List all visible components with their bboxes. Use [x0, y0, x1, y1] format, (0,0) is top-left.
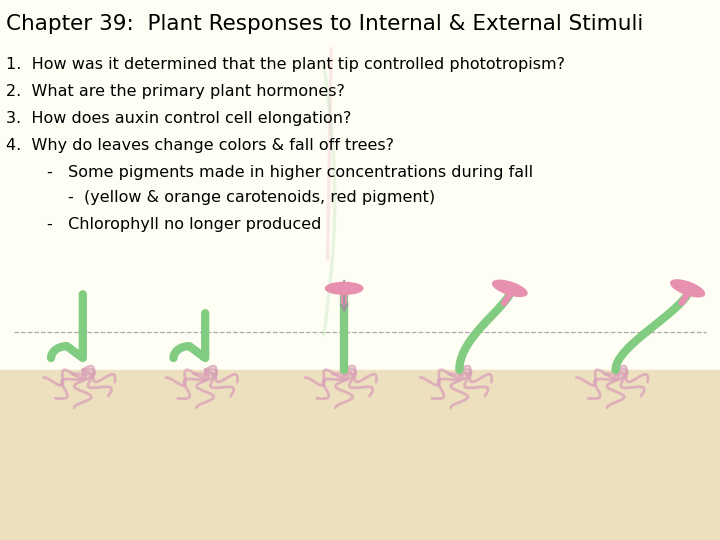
Text: 2.  What are the primary plant hormones?: 2. What are the primary plant hormones? — [6, 84, 345, 99]
Text: 1.  How was it determined that the plant tip controlled phototropism?: 1. How was it determined that the plant … — [6, 57, 564, 72]
Ellipse shape — [671, 280, 704, 297]
Ellipse shape — [325, 282, 363, 294]
Text: -  (yellow & orange carotenoids, red pigment): - (yellow & orange carotenoids, red pigm… — [68, 190, 436, 205]
Text: -   Chlorophyll no longer produced: - Chlorophyll no longer produced — [47, 217, 321, 232]
Text: -   Some pigments made in higher concentrations during fall: - Some pigments made in higher concentra… — [47, 165, 533, 180]
Bar — [0, 370, 720, 540]
Ellipse shape — [492, 280, 527, 296]
Text: 3.  How does auxin control cell elongation?: 3. How does auxin control cell elongatio… — [6, 111, 351, 126]
Text: 4.  Why do leaves change colors & fall off trees?: 4. Why do leaves change colors & fall of… — [6, 138, 394, 153]
Text: Chapter 39:  Plant Responses to Internal & External Stimuli: Chapter 39: Plant Responses to Internal … — [6, 14, 643, 33]
